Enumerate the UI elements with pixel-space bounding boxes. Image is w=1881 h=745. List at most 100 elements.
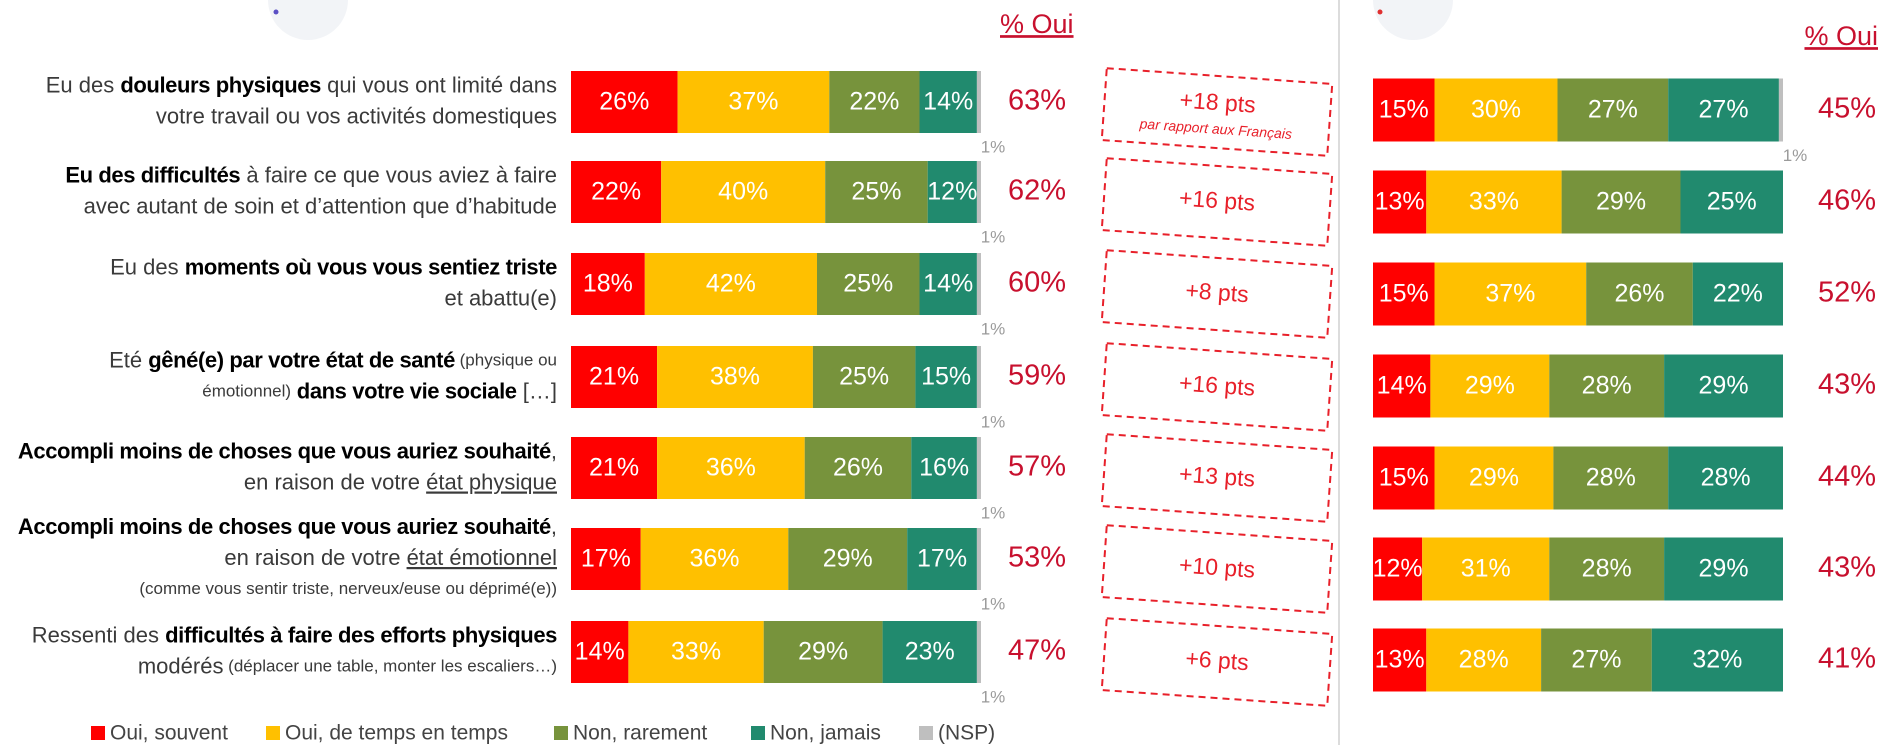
bar-segment (628, 621, 764, 683)
label-run: Eu des (46, 72, 121, 97)
chart-title: % Oui (1804, 21, 1878, 51)
legend-label: (NSP) (938, 722, 995, 745)
bar-segment (640, 528, 789, 590)
segment-label: 17% (917, 545, 967, 573)
segment-label: 29% (1465, 372, 1515, 400)
legend-label: Oui, souvent (110, 722, 228, 745)
bar-segment (976, 346, 981, 408)
label-run: en raison de votre (224, 545, 406, 570)
segment-label: 29% (1699, 372, 1749, 400)
logo-dot (1377, 9, 1383, 15)
category-label: avec autant de soin et d’attention que d… (84, 193, 557, 218)
label-run: dans votre vie sociale (291, 378, 517, 403)
label-run: émotionnel) (202, 382, 291, 401)
nsp-label: 1% (981, 687, 1006, 706)
comparison-text: +6 pts (1185, 645, 1250, 675)
segment-label: 33% (1469, 188, 1519, 216)
bar-segment (907, 528, 977, 590)
bar-segment (788, 528, 908, 590)
comparison-text: +13 pts (1178, 460, 1256, 491)
label-run: avec autant de soin et d’attention que d… (84, 193, 557, 218)
segment-label: 32% (1692, 646, 1742, 674)
nsp-label: 1% (981, 594, 1006, 613)
segment-label: 37% (728, 88, 778, 116)
total-label: 46% (1818, 185, 1876, 217)
bar-segment (1430, 354, 1550, 418)
bar-segment (976, 161, 981, 223)
category-label: Eté gêné(e) par votre état de santé (phy… (109, 347, 557, 372)
dashed-box (1100, 524, 1334, 614)
bar-segment (1434, 446, 1554, 510)
dashed-box (1100, 433, 1334, 523)
label-run: Ressenti des (32, 622, 165, 647)
bar-segment (763, 621, 883, 683)
segment-label: 17% (581, 545, 631, 573)
category-label: émotionnel) dans votre vie sociale […] (202, 378, 557, 403)
label-run: Eu des (110, 254, 185, 279)
category-label: Eu des douleurs physiques qui vous ont l… (46, 72, 557, 97)
legend-swatch (554, 726, 568, 740)
nsp-label: 1% (981, 503, 1006, 522)
segment-label: 26% (1614, 280, 1664, 308)
category-label: Eu des moments où vous vous sentiez tris… (110, 254, 557, 279)
bar-segment (1557, 78, 1669, 142)
segment-label: 14% (923, 270, 973, 298)
segment-label: 29% (823, 545, 873, 573)
segment-label: 31% (1461, 555, 1511, 583)
legend-swatch (266, 726, 280, 740)
total-label: 41% (1818, 643, 1876, 675)
bar-segment (1541, 628, 1652, 692)
bar-segment (1668, 446, 1783, 510)
bar-segment (571, 528, 641, 590)
label-run: modérés (138, 653, 224, 678)
bar-segment (911, 437, 977, 499)
legend-swatch (919, 726, 933, 740)
bar-segment (1373, 628, 1427, 692)
bar-segment (1373, 354, 1431, 418)
total-label: 44% (1818, 461, 1876, 493)
bar-segment (1586, 262, 1693, 326)
bar-segment (1426, 628, 1542, 692)
segment-label: 33% (671, 638, 721, 666)
bar-segment (657, 437, 805, 499)
bar-segment (1549, 537, 1665, 601)
total-label: 57% (1008, 451, 1066, 483)
bar-segment (927, 161, 977, 223)
segment-label: 27% (1588, 96, 1638, 124)
bar-segment (915, 346, 977, 408)
bar-segment (919, 253, 977, 315)
bar-segment (1778, 78, 1783, 142)
label-run: et abattu(e) (444, 285, 557, 310)
label-run: , (551, 438, 557, 463)
segment-label: 16% (919, 454, 969, 482)
segment-label: 21% (589, 363, 639, 391)
bar-segment (1426, 170, 1562, 234)
category-label: Ressenti des difficultés à faire des eff… (32, 622, 557, 647)
bar-segment (976, 528, 981, 590)
dashed-box (1100, 157, 1334, 247)
segment-label: 28% (1701, 464, 1751, 492)
label-run: votre travail ou vos activités domestiqu… (156, 103, 557, 128)
bar-segment (829, 71, 920, 133)
dashed-box (1100, 617, 1334, 707)
bar-segment (1651, 628, 1783, 692)
segment-label: 15% (1379, 96, 1429, 124)
bar-segment (804, 437, 912, 499)
segment-label: 29% (1699, 555, 1749, 583)
label-run: , (551, 514, 557, 539)
legend-label: Non, jamais (770, 722, 881, 745)
label-run: moments où vous vous sentiez triste (185, 254, 557, 279)
nsp-label: 1% (981, 227, 1006, 246)
comparison-text: +10 pts (1178, 551, 1256, 582)
dashed-box (1100, 67, 1334, 157)
logo-dot (273, 9, 279, 15)
label-run: Eté (109, 347, 148, 372)
total-label: 52% (1818, 277, 1876, 309)
bar-segment (1422, 537, 1550, 601)
bar-segment (571, 253, 645, 315)
bar-segment (976, 253, 981, 315)
bar-segment (1680, 170, 1783, 234)
segment-label: 29% (1469, 464, 1519, 492)
label-run: Accompli moins de choses que vous auriez… (18, 514, 551, 539)
